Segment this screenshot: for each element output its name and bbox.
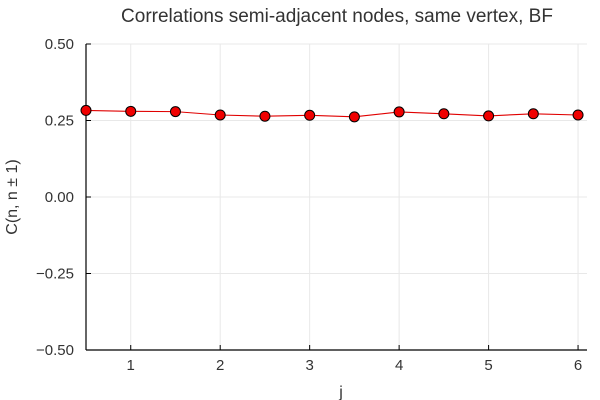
data-point xyxy=(527,108,539,120)
series xyxy=(80,104,584,123)
data-point xyxy=(483,110,495,122)
y-tick-label: −0.50 xyxy=(36,342,74,359)
x-axis-label: j xyxy=(338,384,343,400)
x-tick-label: 2 xyxy=(216,357,224,374)
data-point xyxy=(259,110,271,122)
data-point xyxy=(348,111,360,123)
x-tick-label: 4 xyxy=(395,357,403,374)
y-axis-label: C(n, n ± 1) xyxy=(4,159,21,234)
ticks: 1 2 3 4 5 6 −0.50 −0.25 0.00 0.25 0.50 xyxy=(36,36,582,374)
data-point xyxy=(80,104,92,116)
y-tick-label: 0.50 xyxy=(45,36,74,53)
x-tick-label: 5 xyxy=(484,357,492,374)
data-point xyxy=(304,109,316,121)
data-point xyxy=(572,109,584,121)
y-tick-label: 0.25 xyxy=(45,113,74,130)
y-tick-label: 0.00 xyxy=(45,189,74,206)
grid xyxy=(86,43,587,351)
series-line xyxy=(85,109,579,118)
data-point xyxy=(393,106,405,118)
x-tick-label: 1 xyxy=(127,357,135,374)
chart-title: Correlations semi-adjacent nodes, same v… xyxy=(121,6,553,27)
data-point xyxy=(438,108,450,120)
x-tick-label: 3 xyxy=(305,357,313,374)
data-point xyxy=(214,109,226,121)
y-tick-label: −0.25 xyxy=(36,266,74,283)
x-tick-label: 6 xyxy=(574,357,582,374)
data-point xyxy=(125,105,137,117)
data-point xyxy=(169,106,181,118)
